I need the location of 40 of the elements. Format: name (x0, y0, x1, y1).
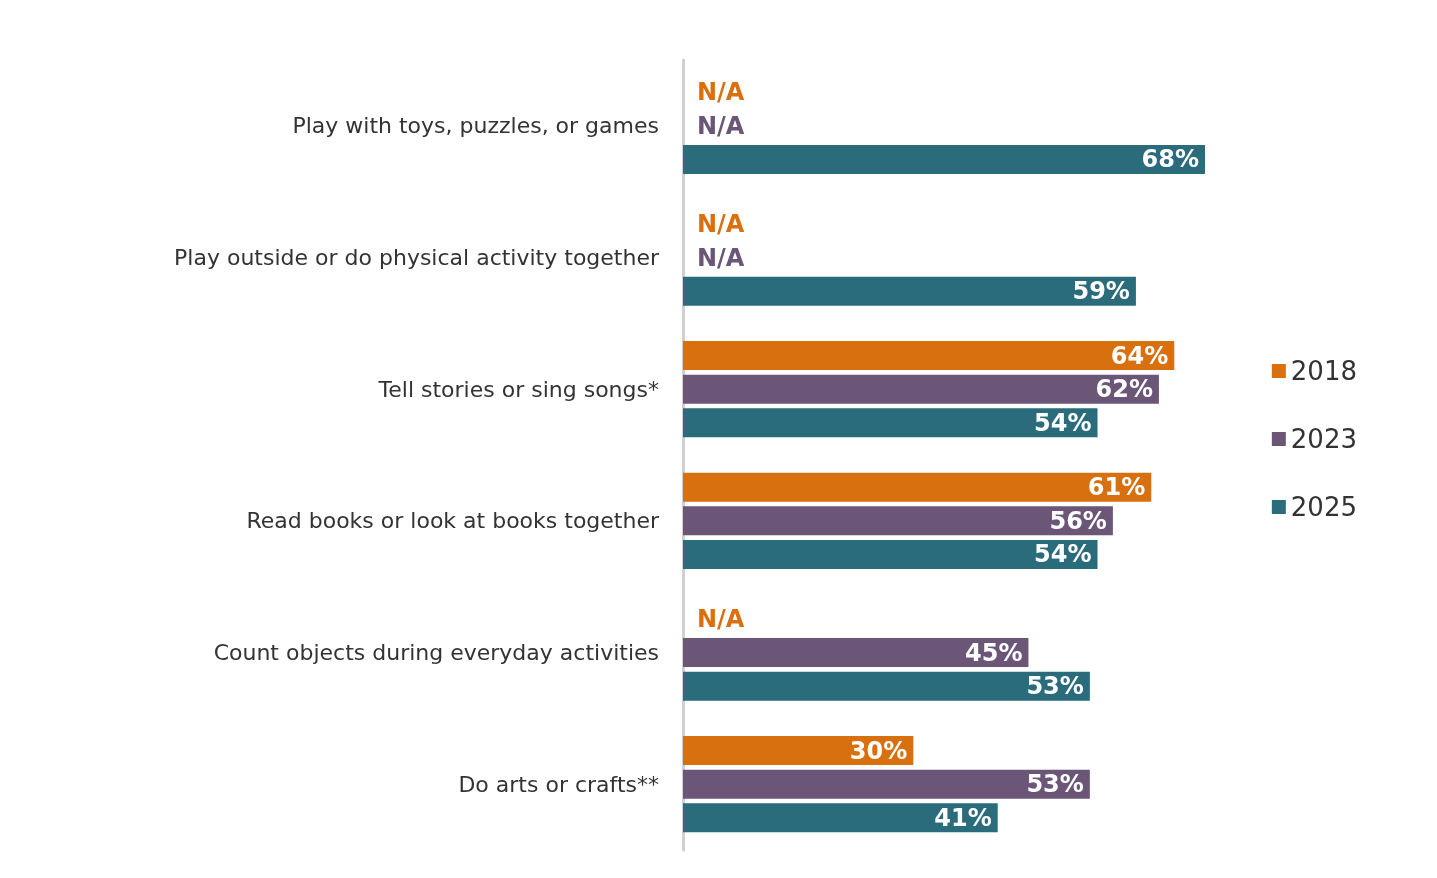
text: N/A (697, 111, 745, 140)
text: N/A (697, 209, 745, 238)
bar (683, 736, 914, 766)
data-label: 53% (1026, 770, 1084, 799)
data-label: 53% (1026, 672, 1084, 701)
bar (683, 374, 1159, 404)
bar (683, 506, 1113, 536)
data-label: 56% (1049, 506, 1107, 535)
legend-label: 2025 (1290, 492, 1357, 522)
y-tick-label: Tell stories or sing songs* (377, 376, 659, 402)
bar (683, 803, 998, 833)
bar (683, 769, 1090, 799)
data-label: 41% (934, 803, 992, 832)
bar (683, 276, 1136, 306)
data-label: 68% (1141, 145, 1199, 174)
y-tick-label: Read books or look at books together (246, 508, 660, 534)
text: N/A (697, 604, 745, 633)
text: N/A (697, 78, 745, 107)
data-label: 45% (964, 638, 1023, 667)
bar (683, 408, 1098, 438)
bar (683, 539, 1098, 569)
data-label: 54% (1034, 408, 1092, 437)
bar (683, 341, 1175, 371)
y-tick-label: Do arts or crafts** (458, 771, 659, 797)
data-label: 64% (1110, 341, 1169, 370)
data-label: 30% (849, 736, 908, 765)
y-tick-label: Play outside or do physical activity together (174, 245, 660, 270)
data-label: 59% (1072, 277, 1130, 306)
bar (683, 638, 1029, 667)
data-label: 61% (1087, 473, 1146, 502)
data-label: 62% (1095, 375, 1153, 404)
bar (683, 144, 1205, 174)
text: N/A (697, 243, 745, 272)
y-tick-label: Play with toys, puzzles, or games (292, 113, 659, 139)
legend-label: 2023 (1290, 424, 1357, 454)
bar (683, 671, 1090, 701)
data-label: 54% (1034, 540, 1092, 569)
legend-label: 2018 (1290, 356, 1357, 386)
bar (683, 472, 1152, 502)
y-tick-label: Count objects during everyday activities (213, 640, 659, 665)
